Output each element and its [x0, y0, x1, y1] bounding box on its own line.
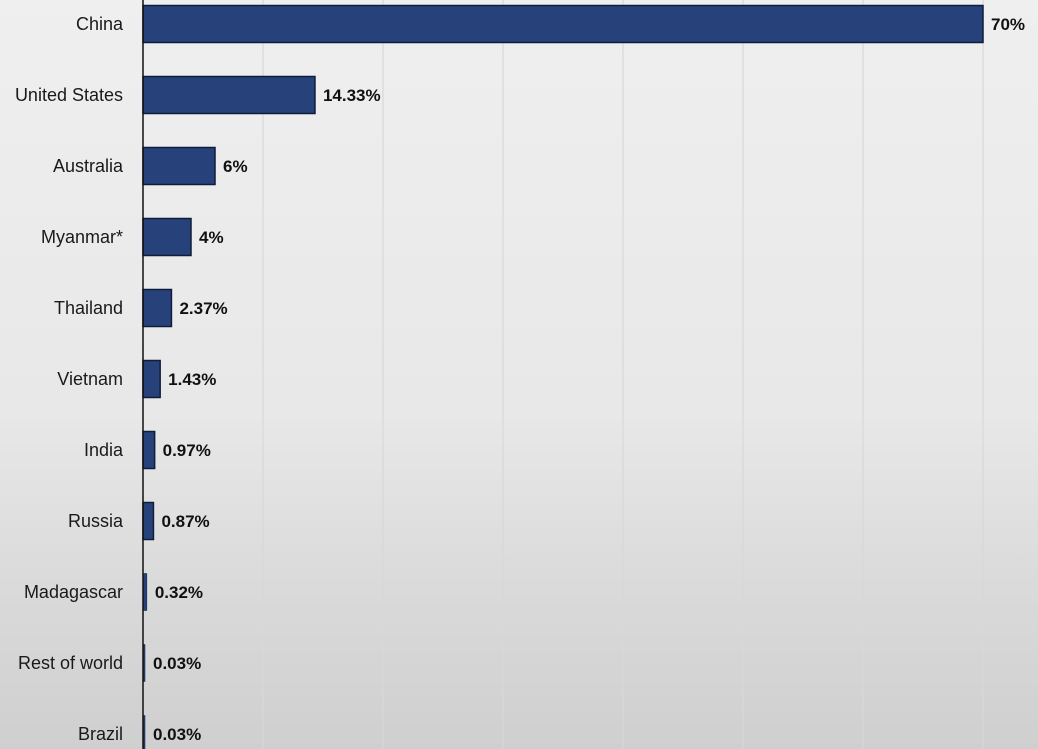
category-label: Thailand: [54, 298, 123, 318]
value-labels: 70% 14.33% 6% 4% 2.37% 1.43% 0.97% 0.87% 0.32% 0.…: [153, 15, 1025, 744]
value-label: 2.37%: [179, 299, 227, 318]
bar: [142, 288, 173, 328]
bar: [142, 359, 161, 399]
category-label: Myanmar*: [41, 227, 123, 247]
category-labels: China United States Australia Myanmar* Thail…: [15, 14, 124, 744]
value-label: 0.87%: [161, 512, 209, 531]
bar: [142, 217, 192, 257]
category-label: Russia: [68, 511, 124, 531]
value-label: 0.03%: [153, 725, 201, 744]
value-label: 14.33%: [323, 86, 381, 105]
gridlines: [262, 0, 984, 749]
category-label: India: [84, 440, 124, 460]
value-label: 70%: [991, 15, 1025, 34]
value-label: 0.03%: [153, 654, 201, 673]
value-label: 6%: [223, 157, 248, 176]
bar: [142, 4, 984, 44]
value-label: 0.97%: [163, 441, 211, 460]
bar: [142, 75, 316, 115]
bar: [142, 146, 216, 186]
value-label: 1.43%: [168, 370, 216, 389]
category-label: Rest of world: [18, 653, 123, 673]
category-label: Brazil: [78, 724, 123, 744]
value-label: 0.32%: [155, 583, 203, 602]
category-label: China: [76, 14, 124, 34]
category-label: Vietnam: [57, 369, 123, 389]
value-label: 4%: [199, 228, 224, 247]
category-label: United States: [15, 85, 123, 105]
bar: [142, 430, 156, 470]
bar: [142, 501, 155, 541]
category-label: Madagascar: [24, 582, 123, 602]
category-label: Australia: [53, 156, 124, 176]
bars: [142, 4, 984, 749]
